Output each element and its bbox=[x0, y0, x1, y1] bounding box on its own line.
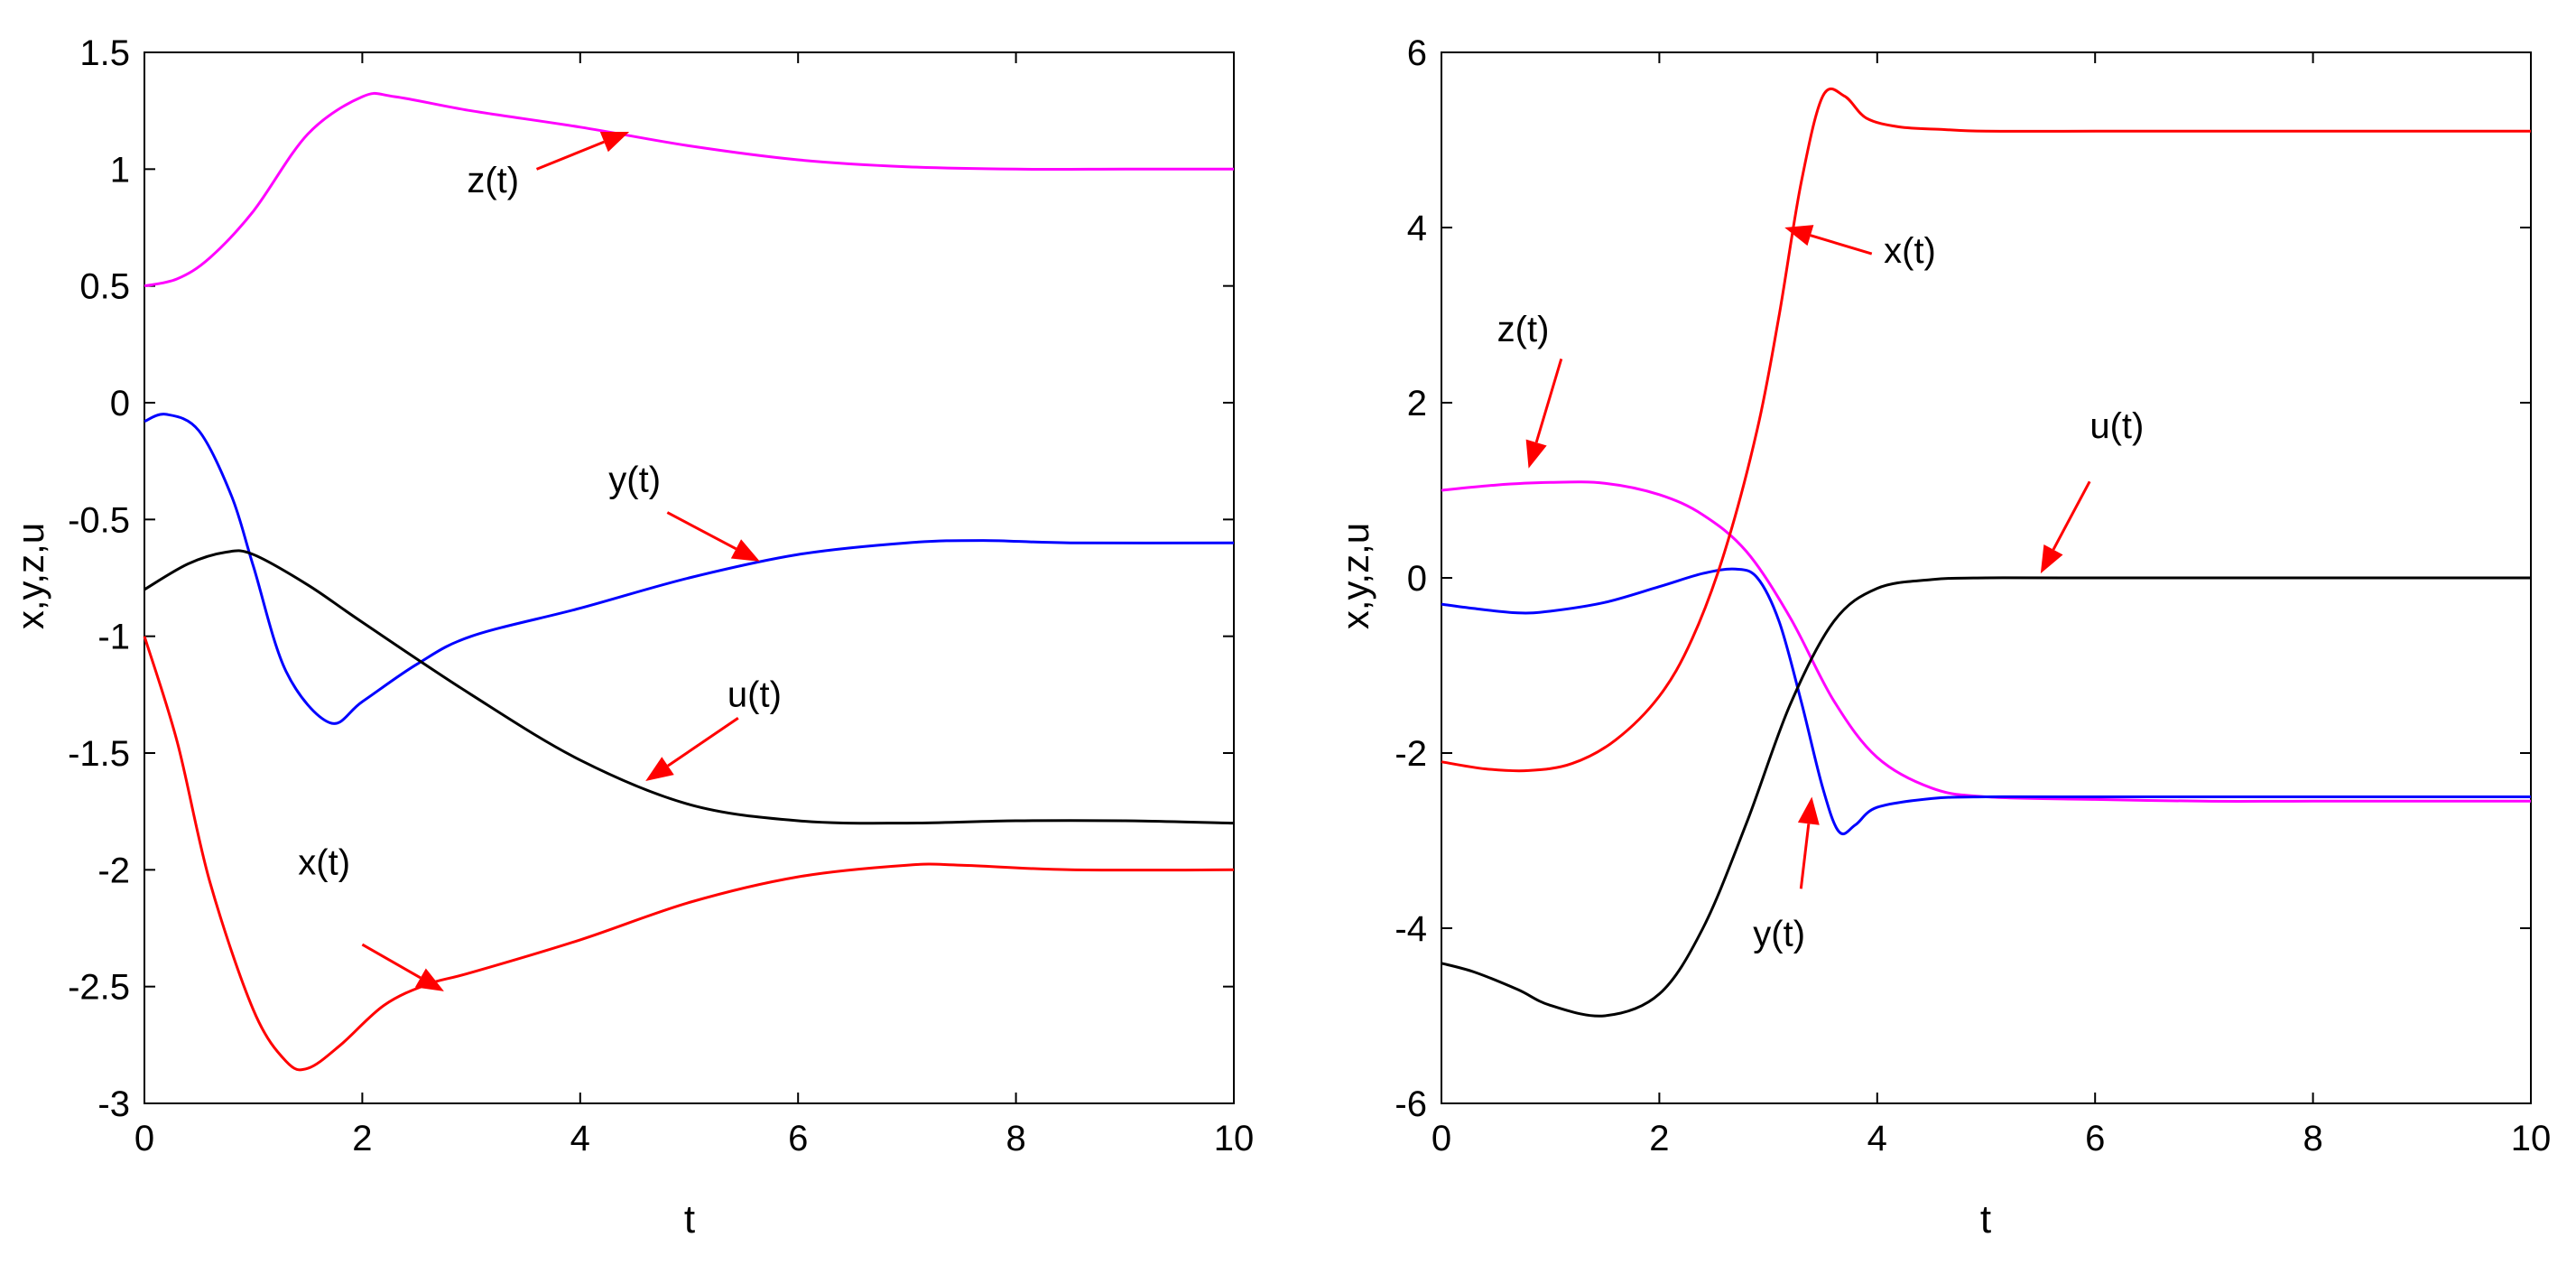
x-tick-label: 2 bbox=[352, 1119, 372, 1158]
x-axis-label: t bbox=[684, 1197, 695, 1242]
y-tick-labels: -6 -4 -2 0 2 4 6 bbox=[1395, 33, 1427, 1124]
y-axis-label: x,y,z,u bbox=[1334, 523, 1376, 629]
annotation-label: y(t) bbox=[1753, 914, 1805, 953]
series-line-xt bbox=[1441, 87, 2531, 773]
annotation-arrow-head bbox=[599, 131, 630, 153]
y-tick-label: -1.5 bbox=[68, 734, 130, 774]
annotation-label: z(t) bbox=[1497, 310, 1550, 349]
x-tick-label: 8 bbox=[1005, 1119, 1025, 1158]
series-line-ut bbox=[1441, 576, 2531, 1018]
y-tick-label: -2.5 bbox=[68, 968, 130, 1008]
x-tick-label: 10 bbox=[2511, 1119, 2552, 1158]
y-tick-label: 1 bbox=[110, 150, 130, 190]
annotation-labels: z(t) y(t) u(t) x(t) bbox=[298, 161, 782, 882]
y-tick-label: 4 bbox=[1407, 209, 1427, 248]
x-tick-label: 2 bbox=[1649, 1119, 1669, 1158]
x-tick-label: 6 bbox=[788, 1119, 808, 1158]
x-tick-label: 10 bbox=[1214, 1119, 1255, 1158]
y-tick-label: 2 bbox=[1407, 384, 1427, 423]
x-tick-labels: 0 2 4 6 8 10 bbox=[1432, 1119, 2551, 1158]
annotation-arrow-shaft bbox=[361, 943, 422, 980]
y-tick-label: -2 bbox=[1395, 734, 1427, 774]
series-group bbox=[143, 91, 1235, 1072]
annotation-arrow-head bbox=[1525, 439, 1547, 469]
y-tick-label: -1 bbox=[97, 618, 130, 657]
y-axis-label: x,y,z,u bbox=[9, 523, 51, 629]
axes-box bbox=[144, 51, 1235, 1104]
annotation-arrow-head bbox=[645, 757, 674, 782]
annotation-arrow-shaft bbox=[535, 140, 605, 171]
annotation-arrow-shaft bbox=[667, 716, 739, 767]
annotation-arrows bbox=[361, 131, 760, 991]
axes-frame bbox=[144, 51, 1235, 1104]
annotation-arrow-head bbox=[2040, 544, 2063, 574]
annotation-labels: x(t) z(t) u(t) y(t) bbox=[1497, 231, 2145, 954]
annotation-arrow-shaft bbox=[1799, 823, 1811, 889]
y-tick-label: -2 bbox=[97, 851, 130, 890]
annotation-arrow-head bbox=[414, 968, 444, 991]
y-tick-label: -4 bbox=[1395, 909, 1427, 949]
y-tick-label: -0.5 bbox=[68, 500, 130, 540]
y-tick-label: 0.5 bbox=[79, 267, 130, 307]
annotation-arrow-shaft bbox=[1810, 234, 1873, 256]
annotation-arrow-shaft bbox=[666, 511, 737, 551]
x-axis-label: t bbox=[1980, 1197, 1991, 1242]
x-tick-label: 6 bbox=[2085, 1119, 2105, 1158]
series-group bbox=[1441, 87, 2531, 1018]
chart-left: 0 2 4 6 8 10 -3 -2.5 -2 -1.5 -1 -0.5 0 0.5 1 1.5 z(t) y… bbox=[9, 33, 1254, 1242]
series-line-yt bbox=[1441, 567, 2531, 836]
series-line-zt bbox=[1441, 480, 2531, 803]
y-tick-label: 0 bbox=[110, 384, 130, 423]
annotation-label: z(t) bbox=[467, 161, 519, 200]
x-tick-label: 0 bbox=[134, 1119, 154, 1158]
x-tick-label: 0 bbox=[1432, 1119, 1451, 1158]
series-line-xt bbox=[143, 636, 1235, 1072]
annotation-arrows bbox=[1525, 225, 2091, 889]
annotation-label: u(t) bbox=[2090, 406, 2144, 446]
annotation-label: x(t) bbox=[298, 843, 350, 883]
x-tick-label: 8 bbox=[2303, 1119, 2322, 1158]
series-line-ut bbox=[144, 549, 1235, 825]
annotation-label: x(t) bbox=[1884, 231, 1936, 271]
y-tick-label: -6 bbox=[1395, 1084, 1427, 1124]
chart-right: 0 2 4 6 8 10 -6 -4 -2 0 2 4 6 x(t) z(t) u(t) y(t) t x,… bbox=[1334, 33, 2551, 1242]
annotation-label: y(t) bbox=[608, 460, 661, 499]
annotation-arrow-head bbox=[1797, 796, 1820, 825]
y-tick-label: 1.5 bbox=[79, 33, 130, 73]
series-line-zt bbox=[144, 91, 1234, 288]
annotation-arrow-shaft bbox=[1534, 358, 1563, 443]
series-line-yt bbox=[144, 413, 1235, 725]
y-tick-label: 0 bbox=[1407, 559, 1427, 599]
annotation-arrow-shaft bbox=[2052, 480, 2091, 551]
annotation-label: u(t) bbox=[727, 674, 782, 714]
x-tick-label: 4 bbox=[1867, 1119, 1887, 1158]
y-tick-label: -3 bbox=[97, 1084, 130, 1124]
x-tick-labels: 0 2 4 6 8 10 bbox=[134, 1119, 1254, 1158]
y-tick-labels: -3 -2.5 -2 -1.5 -1 -0.5 0 0.5 1 1.5 bbox=[68, 33, 130, 1124]
y-tick-label: 6 bbox=[1407, 33, 1427, 73]
x-tick-label: 4 bbox=[570, 1119, 590, 1158]
annotation-arrow-head bbox=[1784, 225, 1814, 246]
annotation-arrow-head bbox=[730, 539, 760, 562]
